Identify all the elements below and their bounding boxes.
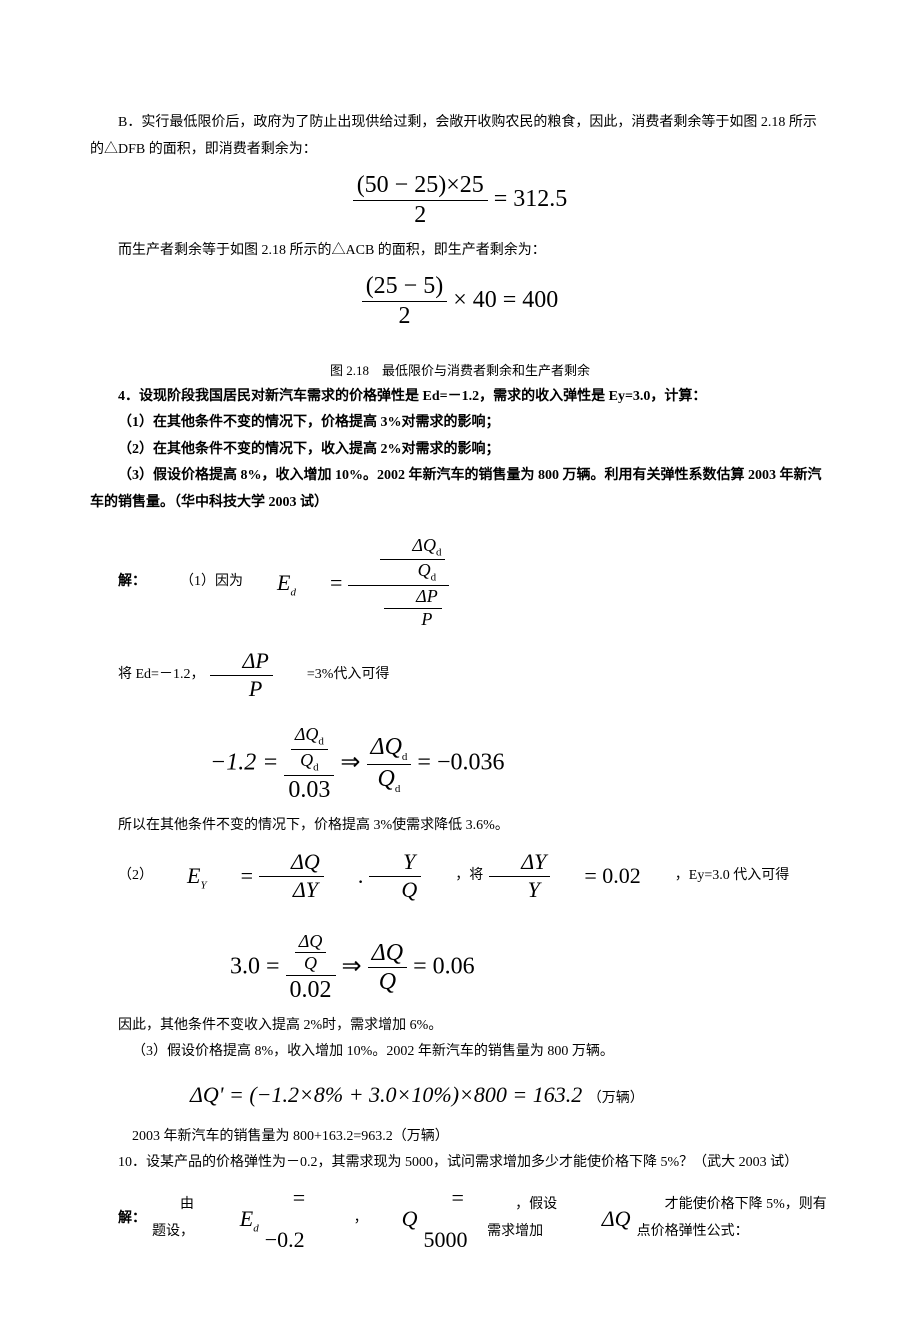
line2a: 将 Ed=－1.2，	[90, 662, 204, 689]
solution-1-line2: 将 Ed=－1.2， ΔP P =3%代入可得	[90, 648, 830, 702]
dy-over-y: ΔY Y	[489, 849, 550, 903]
comma-jiang: ，将	[427, 863, 483, 890]
sol1-pre: （1）因为	[152, 569, 243, 596]
v006: = 0.06	[413, 953, 475, 979]
valn0036: = −0.036	[417, 750, 504, 776]
f2-num: (25 − 5)	[362, 272, 448, 302]
q-sym: Q	[374, 1198, 418, 1240]
sol-label-2: 解：	[90, 1206, 146, 1233]
sol2-tail: ，Ey=3.0 代入可得	[647, 863, 789, 890]
f1-rhs: = 312.5	[494, 186, 568, 212]
neg12: −1.2 =	[210, 750, 284, 776]
sol10-e: ，假设需求增加	[487, 1192, 568, 1245]
ed-frac: ΔQd Qd ΔP P	[348, 535, 449, 631]
eq-sign: =	[302, 562, 342, 604]
ey-frac2: Y Q	[369, 849, 421, 903]
f-sol3: ΔQ' = (−1.2×8% + 3.0×10%)×800 = 163.2	[190, 1082, 582, 1107]
val002: = 0.02	[556, 855, 640, 897]
solution-2-formula: 3.0 = ΔQ Q 0.02 ⇒ ΔQ Q = 0.06	[90, 931, 830, 1005]
figure-caption: 图 2.18 最低限价与消费者剩余和生产者剩余	[90, 359, 830, 384]
solution-10: 解： 由题设， Ed = −0.2 ， Q = 5000 ，假设需求增加 ΔQ …	[90, 1177, 830, 1261]
f2-rhs: × 40 = 400	[453, 287, 558, 313]
eq-sign-2: =	[213, 855, 253, 897]
sol10-c: ，	[326, 1206, 368, 1233]
dq-sym: ΔQ	[574, 1198, 631, 1240]
question-4-3: （3）假设价格提高 8%，收入增加 10%。2002 年新汽车的销售量为 800…	[90, 463, 830, 516]
question-4: 4．设现阶段我国居民对新汽车需求的价格弹性是 Ed=－1.2，需求的收入弹性是 …	[90, 384, 830, 411]
solution-2-line1: （2） EY = ΔQ ΔY . Y Q ，将 ΔY Y = 0.02 ，Ey=…	[90, 849, 830, 903]
line2b: =3%代入可得	[279, 662, 390, 689]
formula-2: (25 − 5) 2 × 40 = 400	[90, 272, 830, 331]
question-4-2: （2）在其他条件不变的情况下，收入提高 2%对需求的影响；	[90, 437, 830, 464]
solution-1-line1: 解： （1）因为 Ed = ΔQd Qd ΔP P	[90, 535, 830, 631]
solution-1-formula: −1.2 = ΔQd Qd 0.03 ⇒ ΔQd Qd = −0.036	[90, 724, 830, 804]
f1-den: 2	[353, 201, 488, 230]
sol2-pre: （2）	[90, 863, 153, 890]
v30: 3.0 =	[230, 953, 286, 979]
ey-frac1: ΔQ ΔY	[259, 849, 324, 903]
solution-3-line1: （3）假设价格提高 8%，收入增加 10%。2002 年新汽车的销售量为 800…	[90, 1039, 830, 1066]
sol10-d: = 5000	[424, 1177, 482, 1261]
solution-3-formula: ΔQ' = (−1.2×8% + 3.0×10%)×800 = 163.2 （万…	[90, 1074, 830, 1116]
question-4-1: （1）在其他条件不变的情况下，价格提高 3%对需求的影响；	[90, 410, 830, 437]
sol-label: 解：	[90, 569, 146, 596]
f1-num: (50 − 25)×25	[353, 171, 488, 201]
ed-symbol: Ed	[249, 562, 296, 604]
para-2: 而生产者剩余等于如图 2.18 所示的△ACB 的面积，即生产者剩余为：	[90, 238, 830, 265]
solution-3-line2: 2003 年新汽车的销售量为 800+163.2=963.2（万辆）	[90, 1124, 830, 1151]
para-b: B．实行最低限价后，政府为了防止出现供给过剩，会敞开收购农民的粮食，因此，消费者…	[90, 110, 830, 163]
sol10-b: = −0.2	[265, 1177, 320, 1261]
solution-1-end: 所以在其他条件不变的情况下，价格提高 3%使需求降低 3.6%。	[90, 813, 830, 840]
sol10-a: 由题设，	[152, 1192, 206, 1245]
ey-symbol: EY	[159, 855, 207, 897]
f2-den: 2	[362, 302, 448, 331]
sol10-f: 才能使价格下降 5%，则有点价格弹性公式：	[637, 1192, 830, 1245]
arrow-2: ⇒	[342, 953, 368, 979]
question-10: 10．设某产品的价格弹性为－0.2，其需求现为 5000，试问需求增加多少才能使…	[90, 1150, 830, 1177]
ed-sym-2: Ed	[212, 1198, 259, 1240]
dp-over-p: ΔP P	[210, 648, 272, 702]
dot: .	[330, 855, 364, 897]
solution-2-end: 因此，其他条件不变收入提高 2%时，需求增加 6%。	[90, 1013, 830, 1040]
formula-1: (50 − 25)×25 2 = 312.5	[90, 171, 830, 230]
f-sol3-unit: （万辆）	[588, 1091, 644, 1106]
arrow: ⇒	[340, 750, 366, 776]
